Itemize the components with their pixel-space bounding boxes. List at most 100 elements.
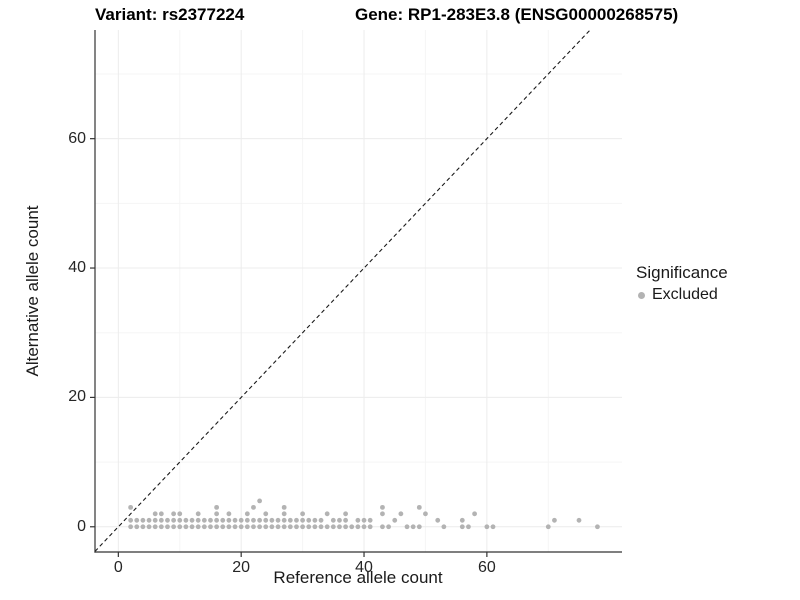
data-point — [330, 517, 336, 523]
data-point — [232, 524, 238, 530]
data-point — [257, 517, 263, 523]
identity-line — [94, 29, 591, 552]
data-point — [392, 517, 398, 523]
data-point — [208, 517, 213, 523]
data-point — [263, 524, 269, 530]
data-point — [380, 524, 385, 530]
data-point — [201, 524, 207, 530]
data-point — [410, 524, 416, 530]
data-point — [152, 517, 158, 523]
data-point — [355, 517, 361, 523]
data-point — [416, 504, 422, 510]
data-point — [324, 511, 330, 517]
data-point — [201, 517, 207, 523]
data-point — [281, 524, 287, 530]
data-point — [195, 517, 201, 523]
data-point — [318, 517, 324, 523]
data-point — [361, 524, 367, 530]
data-point — [416, 524, 422, 530]
data-point — [595, 524, 600, 530]
data-point — [257, 498, 263, 504]
data-point — [281, 504, 287, 510]
data-point — [226, 517, 232, 523]
data-point — [263, 517, 269, 523]
data-point — [232, 517, 238, 523]
data-point — [386, 524, 391, 530]
data-point — [128, 524, 134, 530]
data-point — [189, 517, 195, 523]
data-point — [552, 517, 557, 523]
data-point — [208, 524, 213, 530]
data-point — [343, 517, 349, 523]
legend-item-excluded: Excluded — [636, 286, 728, 304]
y-tick-label: 60 — [68, 129, 86, 147]
data-point — [257, 524, 263, 530]
data-point — [165, 524, 170, 530]
data-point — [459, 517, 465, 523]
data-point — [281, 511, 287, 517]
data-point — [220, 524, 226, 530]
data-point — [251, 517, 256, 523]
x-axis-label: Reference allele count — [273, 568, 443, 587]
data-point — [244, 524, 250, 530]
data-point — [269, 517, 275, 523]
data-point — [183, 517, 189, 523]
data-point — [275, 517, 281, 523]
data-point — [214, 524, 220, 530]
data-point — [275, 524, 281, 530]
data-point — [251, 504, 256, 510]
x-tick-label: 20 — [232, 559, 251, 576]
data-point — [367, 524, 373, 530]
data-point — [398, 511, 404, 517]
data-point — [312, 524, 318, 530]
data-point — [318, 524, 324, 530]
data-point — [177, 511, 183, 517]
data-point — [441, 524, 447, 530]
data-point — [472, 511, 477, 517]
data-point — [484, 524, 490, 530]
data-point — [134, 524, 140, 530]
data-point — [306, 524, 312, 530]
legend-item-label: Excluded — [652, 286, 718, 303]
data-point — [294, 524, 299, 530]
data-point — [189, 524, 195, 530]
data-point — [214, 511, 220, 517]
data-point — [490, 524, 496, 530]
data-point — [195, 511, 201, 517]
data-point — [134, 517, 140, 523]
data-point — [281, 517, 287, 523]
data-point — [337, 517, 342, 523]
data-point — [324, 524, 330, 530]
data-point — [367, 517, 373, 523]
data-point — [287, 524, 293, 530]
y-axis-label: Alternative allele count — [23, 205, 42, 377]
legend-title: Significance — [636, 263, 728, 282]
x-tick-label: 60 — [477, 559, 496, 576]
plot-title-variant: Variant: rs2377224 — [95, 5, 245, 24]
data-point — [337, 524, 342, 530]
data-point — [146, 517, 152, 523]
data-point — [128, 517, 134, 523]
data-point — [300, 517, 306, 523]
data-point — [263, 511, 269, 517]
data-point — [128, 504, 134, 510]
data-point — [146, 524, 152, 530]
data-point — [226, 524, 232, 530]
data-point — [459, 524, 465, 530]
data-point — [306, 517, 312, 523]
data-point — [171, 517, 177, 523]
legend-point-icon — [638, 291, 645, 299]
data-point — [312, 517, 318, 523]
data-point — [183, 524, 189, 530]
data-point — [158, 511, 164, 517]
data-point — [251, 524, 256, 530]
data-point — [165, 517, 170, 523]
data-point — [158, 524, 164, 530]
data-point — [330, 524, 336, 530]
x-tick-label: 40 — [355, 559, 373, 576]
data-point — [349, 524, 355, 530]
data-point — [244, 511, 250, 517]
data-point — [435, 517, 441, 523]
data-point — [177, 517, 183, 523]
